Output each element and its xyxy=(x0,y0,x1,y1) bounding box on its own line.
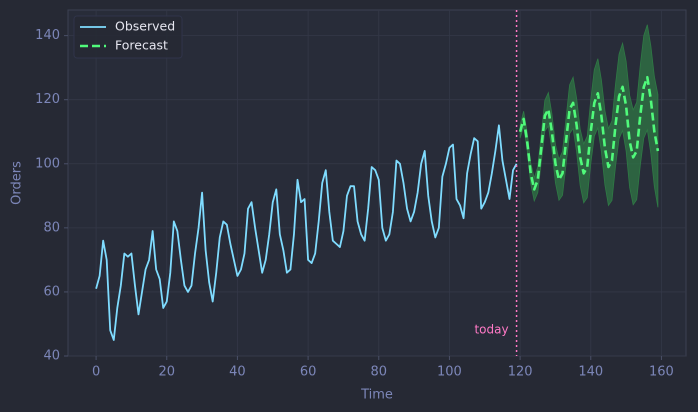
x-axis-label: Time xyxy=(360,388,393,403)
y-tick-label: 60 xyxy=(43,284,60,299)
y-tick-label: 100 xyxy=(35,156,60,171)
x-tick-label: 60 xyxy=(300,365,317,380)
series-line xyxy=(518,75,660,191)
legend-label: Observed xyxy=(115,19,175,34)
x-tick-label: 20 xyxy=(158,365,175,380)
y-tick-label: 40 xyxy=(43,349,60,364)
y-tick-label: 80 xyxy=(43,220,60,235)
y-tick-label: 120 xyxy=(35,92,60,107)
x-tick-label: 40 xyxy=(229,365,246,380)
plot-area xyxy=(67,9,687,357)
x-tick-label: 0 xyxy=(92,365,100,380)
legend-label: Forecast xyxy=(115,38,168,53)
annotation-label: today xyxy=(474,323,508,337)
x-tick-label: 100 xyxy=(437,365,462,380)
y-tick-label: 140 xyxy=(35,28,60,43)
x-tick-label: 140 xyxy=(578,365,603,380)
y-axis-label: Orders xyxy=(10,161,25,205)
x-tick-label: 160 xyxy=(649,365,674,380)
x-tick-label: 120 xyxy=(508,365,533,380)
series-line xyxy=(95,124,518,341)
x-tick-label: 80 xyxy=(370,365,387,380)
